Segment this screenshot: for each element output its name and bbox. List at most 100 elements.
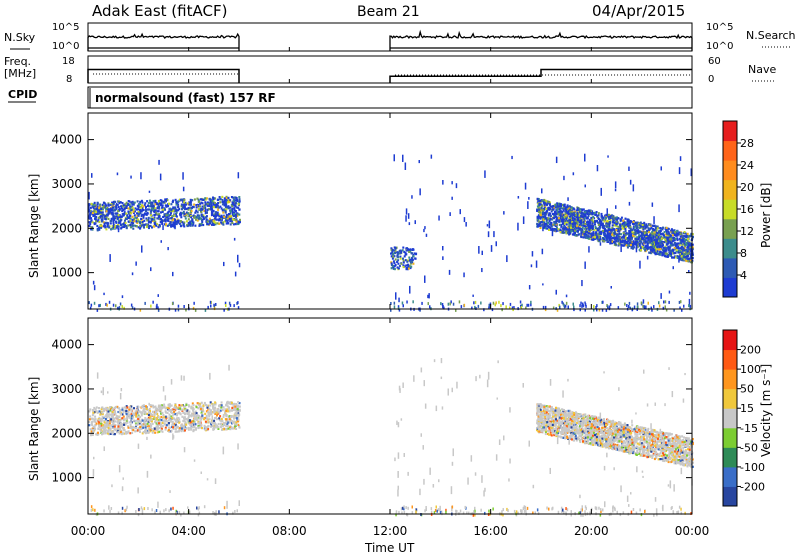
echo-cell [233, 209, 236, 212]
echo-cell [585, 217, 588, 220]
echo-cell [581, 226, 584, 229]
echo-cell [488, 220, 491, 229]
power-data [88, 153, 694, 312]
echo-cell [216, 424, 219, 427]
echo-cell [632, 233, 635, 236]
echo-cell [520, 306, 523, 309]
echo-cell [171, 200, 174, 204]
echo-cell [617, 234, 620, 237]
noise-tick-top: 10^5 [52, 22, 79, 33]
echo-cell [582, 212, 585, 216]
echo-cell [644, 226, 647, 229]
echo-cell [162, 225, 164, 231]
echo-cell [227, 199, 230, 202]
echo-cell [627, 225, 630, 228]
echo-cell [196, 402, 199, 405]
echo-cell [116, 405, 119, 408]
echo-cell [102, 201, 105, 204]
echo-cell [648, 246, 651, 249]
echo-cell [577, 233, 580, 236]
echo-cell [125, 201, 128, 204]
echo-cell [93, 406, 96, 410]
echo-cell [96, 209, 99, 212]
echo-cell [141, 204, 143, 207]
echo-cell [225, 196, 228, 200]
echo-cell [179, 225, 182, 228]
echo-cell [156, 412, 159, 416]
echo-cell [177, 221, 180, 224]
echo-cell [143, 226, 145, 229]
echo-cell [164, 213, 167, 216]
noise-panel: N.Sky 10^5 10^0 10^5 10^0 N.Search [4, 22, 796, 52]
echo-cell [651, 250, 654, 253]
echo-cell [131, 206, 134, 209]
echo-cell [647, 227, 650, 230]
echo-cell [94, 415, 97, 418]
echo-cell [161, 421, 164, 425]
echo-cell [666, 247, 669, 250]
echo-cell [172, 413, 175, 416]
echo-cell [686, 246, 689, 249]
echo-cell [203, 418, 205, 421]
echo-cell [157, 419, 160, 422]
echo-cell [550, 210, 553, 213]
echo-cell [586, 212, 589, 216]
echo-cell [392, 252, 395, 255]
echo-cell [559, 305, 561, 309]
echo-cell [162, 215, 165, 219]
echo-cell [169, 405, 171, 408]
echo-cell [200, 418, 203, 421]
echo-cell [557, 219, 560, 223]
echo-cell [411, 195, 413, 199]
echo-cell [541, 248, 544, 255]
echo-cell [134, 210, 136, 213]
echo-cell [636, 302, 639, 306]
echo-cell [412, 262, 415, 265]
echo-cell [198, 402, 201, 405]
echo-cell [593, 308, 595, 312]
echo-cell [135, 208, 138, 211]
echo-cell [207, 203, 209, 206]
echo-cell [592, 233, 595, 237]
echo-cell [171, 224, 174, 228]
echo-cell [505, 305, 507, 309]
echo-cell [215, 303, 217, 306]
echo-cell [397, 305, 400, 309]
echo-cell [108, 422, 111, 425]
echo-cell [559, 207, 562, 210]
echo-cell [671, 252, 674, 255]
echo-cell [624, 302, 626, 306]
echo-cell [611, 226, 614, 229]
echo-cell [652, 235, 655, 239]
echo-cell [195, 428, 197, 431]
echo-cell [565, 209, 568, 213]
echo-cell [506, 255, 508, 263]
echo-cell [204, 428, 207, 431]
echo-cell [613, 221, 616, 224]
echo-cell [206, 211, 208, 214]
echo-cell [536, 216, 539, 219]
y-tick-label: 4000 [51, 133, 82, 147]
echo-cell [208, 418, 211, 421]
echo-cell [103, 206, 106, 209]
echo-cell [539, 224, 542, 228]
echo-cell [122, 214, 125, 217]
echo-cell [220, 423, 222, 426]
echo-cell [114, 220, 117, 223]
echo-cell [550, 222, 553, 225]
echo-cell [608, 217, 611, 220]
echo-cell [225, 304, 227, 307]
echo-cell [648, 239, 651, 242]
echo-cell [167, 419, 170, 422]
echo-cell [149, 415, 152, 418]
echo-cell [584, 153, 586, 162]
echo-cell [488, 303, 490, 307]
echo-cell [146, 408, 149, 412]
echo-cell [122, 415, 125, 418]
echo-cell [125, 409, 128, 413]
echo-cell [146, 412, 149, 415]
echo-cell [608, 215, 611, 218]
echo-cell [125, 206, 128, 209]
echo-cell [182, 172, 184, 180]
